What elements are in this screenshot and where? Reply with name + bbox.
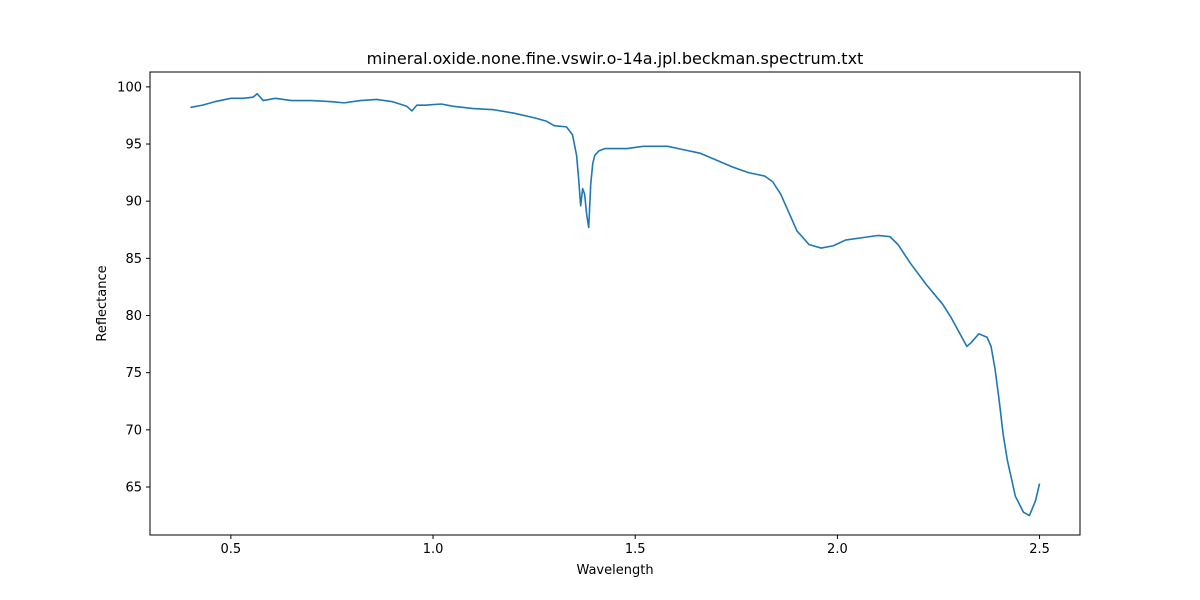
y-axis-label: Reflectance (95, 265, 110, 341)
x-tick-label: 1.5 (625, 542, 646, 557)
y-tick-label: 85 (125, 252, 142, 267)
plot-area (190, 92, 1041, 517)
y-tick-label: 95 (125, 138, 142, 153)
y-axis: 65 70 75 80 85 90 95 100 (117, 80, 150, 495)
x-tick-label: 2.5 (1029, 542, 1050, 557)
y-tick-label: 75 (125, 366, 142, 381)
y-tick-label: 80 (125, 309, 142, 324)
x-tick-label: 0.5 (221, 542, 242, 557)
chart-title: mineral.oxide.none.fine.vswir.o-14a.jpl.… (367, 49, 864, 68)
axes-frame (149, 71, 1081, 536)
y-tick-label: 100 (117, 80, 142, 95)
x-tick-label: 1.0 (423, 542, 444, 557)
spectrum-line (190, 92, 1041, 517)
y-tick-label: 70 (125, 423, 142, 438)
x-tick-label: 2.0 (827, 542, 848, 557)
y-tick-label: 90 (125, 195, 142, 210)
x-axis-label: Wavelength (576, 563, 653, 578)
x-axis: 0.5 1.0 1.5 2.0 2.5 (221, 535, 1050, 557)
y-tick-label: 65 (125, 480, 142, 495)
